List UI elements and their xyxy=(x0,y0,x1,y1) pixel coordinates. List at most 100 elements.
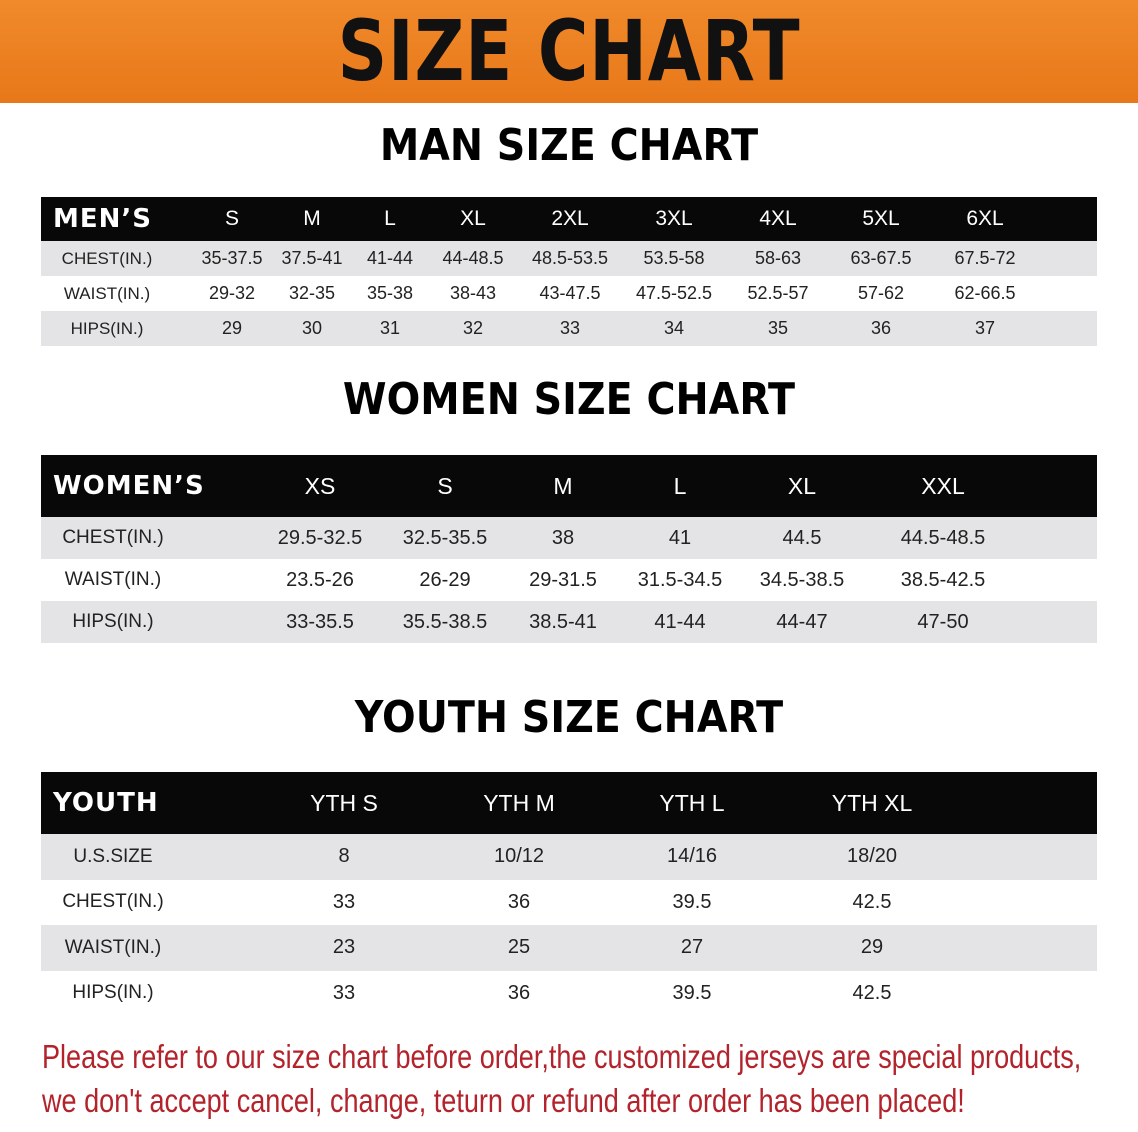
size-header: M xyxy=(553,472,573,499)
measurement-value: 31 xyxy=(379,318,401,338)
measurement-value: 32 xyxy=(462,318,484,338)
size-header: XXL xyxy=(921,472,965,499)
measurement-value: 33-35.5 xyxy=(286,610,354,633)
measurement-label: HIPS(IN.) xyxy=(72,982,154,1004)
disclaimer-line-1: Please refer to our size chart before or… xyxy=(42,1038,1082,1075)
measurement-value: 26-29 xyxy=(419,568,471,591)
measurement-value: 41 xyxy=(668,526,692,549)
measurement-value: 47-50 xyxy=(917,610,969,633)
measurement-value: 29 xyxy=(221,318,243,338)
size-header: YTH XL xyxy=(831,789,913,816)
table-row: WAIST(IN.) 29-32 32-35 35-38 38-43 43-47.5 47.… xyxy=(41,276,1097,311)
size-header: S xyxy=(224,207,240,230)
measurement-value: 32.5-35.5 xyxy=(402,526,488,549)
size-header: L xyxy=(384,207,396,230)
banner-title: SIZE CHART xyxy=(337,2,801,100)
measurement-value: 37.5-41 xyxy=(281,248,343,268)
measurement-value: 52.5-57 xyxy=(747,283,809,303)
measurement-value: 53.5-58 xyxy=(643,248,705,268)
measurement-value: 35-38 xyxy=(366,283,414,303)
measurement-label: U.S.SIZE xyxy=(73,845,153,867)
women-section-title: WOMEN SIZE CHART xyxy=(342,374,796,425)
measurement-value: 10/12 xyxy=(493,845,545,868)
measurement-value: 34.5-38.5 xyxy=(759,568,845,591)
measurement-value: 39.5 xyxy=(672,981,712,1004)
measurement-value: 25 xyxy=(507,936,531,959)
women-table-label: WOMEN’S xyxy=(53,471,205,501)
measurement-value: 36 xyxy=(507,981,531,1004)
measurement-value: 67.5-72 xyxy=(954,248,1016,268)
measurement-value: 36 xyxy=(870,318,892,338)
size-header: 2XL xyxy=(551,207,589,230)
table-row: HIPS(IN.) 29 30 31 32 33 34 35 36 37 xyxy=(41,311,1097,346)
measurement-label: CHEST(IN.) xyxy=(61,248,153,268)
youth-size-table: YOUTH YTH S YTH M YTH L YTH XL U.S.SIZE 8 10/12… xyxy=(41,772,1097,1016)
youth-header-row: YOUTH YTH S YTH M YTH L YTH XL xyxy=(41,772,1097,834)
measurement-value: 38-43 xyxy=(449,283,497,303)
table-row: WAIST(IN.) 23.5-26 26-29 29-31.5 31.5-34.5 34… xyxy=(41,559,1097,601)
size-header: YTH M xyxy=(483,789,555,816)
measurement-value: 14/16 xyxy=(666,845,718,868)
measurement-value: 33 xyxy=(559,318,581,338)
measurement-label: HIPS(IN.) xyxy=(72,611,154,632)
measurement-label: WAIST(IN.) xyxy=(64,936,162,958)
measurement-value: 58-63 xyxy=(754,248,802,268)
youth-section-title: YOUTH SIZE CHART xyxy=(354,692,784,743)
size-header: XL xyxy=(460,207,486,230)
measurement-value: 29.5-32.5 xyxy=(277,526,363,549)
women-size-table: WOMEN’S XS S M L XL XXL CHEST(IN.) 29.5-32.5 32.5… xyxy=(41,455,1097,643)
size-header: S xyxy=(437,472,453,499)
men-table-label: MEN’S xyxy=(53,204,152,234)
measurement-value: 38 xyxy=(551,526,575,549)
measurement-value: 29 xyxy=(860,936,884,959)
banner: SIZE CHART xyxy=(0,0,1138,103)
measurement-value: 29-32 xyxy=(208,283,256,303)
table-row: HIPS(IN.) 33 36 39.5 42.5 xyxy=(41,970,1097,1016)
size-header: 5XL xyxy=(862,207,900,230)
women-header-row: WOMEN’S XS S M L XL XXL xyxy=(41,455,1097,517)
measurement-value: 35 xyxy=(767,318,789,338)
measurement-label: HIPS(IN.) xyxy=(70,318,144,338)
table-row: CHEST(IN.) 33 36 39.5 42.5 xyxy=(41,879,1097,925)
measurement-value: 18/20 xyxy=(846,845,898,868)
measurement-value: 35-37.5 xyxy=(201,248,263,268)
table-row: U.S.SIZE 8 10/12 14/16 18/20 xyxy=(41,834,1097,880)
size-header: XS xyxy=(304,472,336,499)
measurement-value: 38.5-41 xyxy=(529,610,597,633)
men-section-title: MAN SIZE CHART xyxy=(379,120,759,171)
table-row: CHEST(IN.) 35-37.5 37.5-41 41-44 44-48.5 48.5… xyxy=(41,241,1097,276)
size-header: 6XL xyxy=(966,207,1004,230)
measurement-value: 36 xyxy=(507,890,531,913)
measurement-value: 57-62 xyxy=(857,283,905,303)
measurement-label: CHEST(IN.) xyxy=(62,891,164,913)
measurement-value: 48.5-53.5 xyxy=(531,248,609,268)
measurement-value: 44.5 xyxy=(782,526,822,549)
measurement-label: CHEST(IN.) xyxy=(62,527,164,548)
size-header: 3XL xyxy=(655,207,693,230)
measurement-value: 33 xyxy=(332,981,356,1004)
measurement-value: 47.5-52.5 xyxy=(635,283,713,303)
measurement-value: 44-48.5 xyxy=(442,248,504,268)
measurement-value: 44-47 xyxy=(776,610,828,633)
measurement-value: 41-44 xyxy=(654,610,706,633)
size-header: M xyxy=(303,207,321,230)
measurement-value: 30 xyxy=(301,318,323,338)
men-header-row: MEN’S S M L XL 2XL 3XL 4XL 5XL 6XL xyxy=(41,197,1097,241)
size-header: XL xyxy=(787,472,817,499)
measurement-label: WAIST(IN.) xyxy=(63,283,151,303)
size-header: YTH L xyxy=(659,789,725,816)
measurement-value: 35.5-38.5 xyxy=(402,610,488,633)
measurement-value: 23.5-26 xyxy=(286,568,354,591)
measurement-value: 44.5-48.5 xyxy=(900,526,986,549)
measurement-label: WAIST(IN.) xyxy=(64,569,162,590)
size-header: L xyxy=(673,472,687,499)
measurement-value: 38.5-42.5 xyxy=(900,568,986,591)
measurement-value: 43-47.5 xyxy=(539,283,601,303)
measurement-value: 23 xyxy=(332,936,356,959)
size-header: 4XL xyxy=(759,207,797,230)
disclaimer-line-2: we don't accept cancel, change, teturn o… xyxy=(42,1082,965,1119)
table-row: WAIST(IN.) 23 25 27 29 xyxy=(41,925,1097,971)
measurement-value: 42.5 xyxy=(852,890,892,913)
men-size-table: MEN’S S M L XL 2XL 3XL 4XL 5XL 6XL CHEST(IN.) 35-37… xyxy=(41,197,1097,346)
measurement-value: 39.5 xyxy=(672,890,712,913)
